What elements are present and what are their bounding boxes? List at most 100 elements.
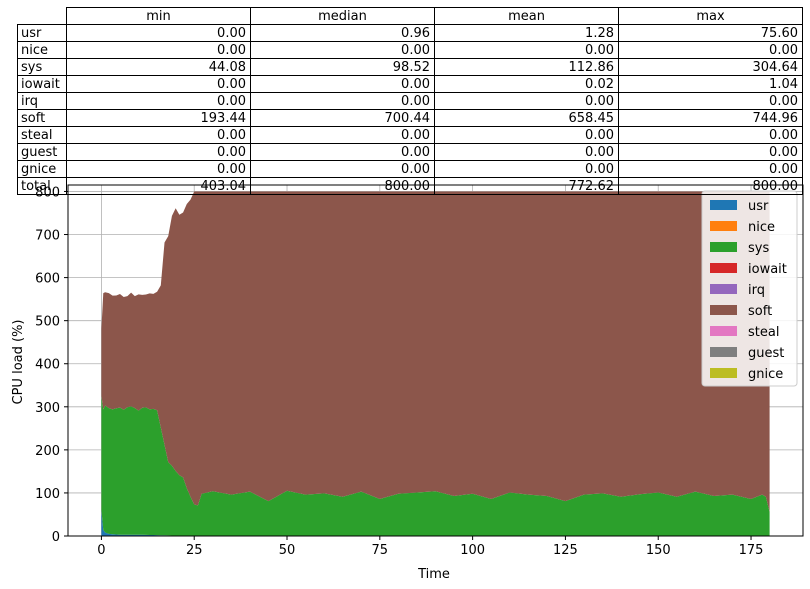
table-cell: 0.00 <box>618 126 803 144</box>
table-cell: 0.96 <box>250 24 435 42</box>
y-axis-label: CPU load (%) <box>11 320 26 405</box>
y-tick-label: 400 <box>35 358 60 373</box>
table-row: usr 0.00 0.96 1.28 75.60 <box>17 24 803 42</box>
stacked-areas <box>101 191 770 536</box>
table-cell: 98.52 <box>250 58 435 76</box>
legend-label-irq: irq <box>748 283 765 298</box>
table-row: nice 0.00 0.00 0.00 0.00 <box>17 41 803 59</box>
table-cell: 112.86 <box>434 58 619 76</box>
table-corner <box>18 8 67 25</box>
stats-table-header: min median mean max <box>18 7 803 25</box>
table-cell: 800.00 <box>618 177 803 195</box>
area-series-sys <box>101 396 770 536</box>
table-cell: 0.00 <box>66 143 251 161</box>
x-tick-label: 100 <box>460 543 485 558</box>
x-tick-label: 75 <box>372 543 389 558</box>
row-label-soft: soft <box>17 109 67 127</box>
row-label-usr: usr <box>17 24 67 42</box>
table-cell: 800.00 <box>250 177 435 195</box>
y-tick-label: 500 <box>35 315 60 330</box>
table-cell: 0.00 <box>66 41 251 59</box>
x-tick-label: 175 <box>739 543 764 558</box>
x-axis-label: Time <box>417 567 450 582</box>
row-label-nice: nice <box>17 41 67 59</box>
table-row: iowait 0.00 0.00 0.02 1.04 <box>17 75 803 93</box>
row-label-sys: sys <box>17 58 67 76</box>
legend-swatch-irq <box>710 284 737 294</box>
legend-label-steal: steal <box>748 325 779 340</box>
row-label-total: total <box>17 177 67 195</box>
y-tick-label: 100 <box>35 487 60 502</box>
legend-swatch-usr <box>710 200 737 210</box>
column-header-mean: mean <box>434 7 619 25</box>
y-tick-label: 200 <box>35 444 60 459</box>
row-label-steal: steal <box>17 126 67 144</box>
y-tick-label: 300 <box>35 401 60 416</box>
stats-table-body: usr 0.00 0.96 1.28 75.60 nice 0.00 0.00 0.00 0.00… <box>17 24 803 195</box>
legend-label-iowait: iowait <box>748 262 787 277</box>
legend-swatch-sys <box>710 242 737 252</box>
legend-swatch-iowait <box>710 263 737 273</box>
x-tick-label: 25 <box>186 543 203 558</box>
table-cell: 0.00 <box>66 160 251 178</box>
legend-label-nice: nice <box>748 220 775 235</box>
legend-swatch-steal <box>710 326 737 336</box>
table-cell: 1.28 <box>434 24 619 42</box>
y-tick-label: 0 <box>52 530 60 545</box>
column-header-min: min <box>66 7 251 25</box>
table-cell: 744.96 <box>618 109 803 127</box>
legend-swatch-nice <box>710 221 737 231</box>
table-row: guest 0.00 0.00 0.00 0.00 <box>17 143 803 161</box>
row-label-gnice: gnice <box>17 160 67 178</box>
x-tick-label: 150 <box>646 543 671 558</box>
table-cell: 0.00 <box>434 126 619 144</box>
table-cell: 75.60 <box>618 24 803 42</box>
legend-label-gnice: gnice <box>748 367 783 382</box>
area-series-soft <box>101 191 770 512</box>
x-tick-label: 50 <box>279 543 296 558</box>
table-cell: 193.44 <box>66 109 251 127</box>
table-cell: 0.00 <box>250 41 435 59</box>
table-cell: 0.00 <box>66 126 251 144</box>
x-axis-ticks: 0 25 50 75 100 125 150 175 <box>97 536 763 558</box>
legend-label-sys: sys <box>748 241 769 256</box>
table-row: gnice 0.00 0.00 0.00 0.00 <box>17 160 803 178</box>
table-cell: 304.64 <box>618 58 803 76</box>
legend-label-soft: soft <box>748 304 772 319</box>
table-row: total 403.04 800.00 772.62 800.00 <box>17 177 803 195</box>
table-cell: 1.04 <box>618 75 803 93</box>
column-header-max: max <box>618 7 803 25</box>
row-label-irq: irq <box>17 92 67 110</box>
table-row: irq 0.00 0.00 0.00 0.00 <box>17 92 803 110</box>
table-cell: 0.00 <box>434 143 619 161</box>
table-cell: 0.00 <box>250 126 435 144</box>
legend-swatch-gnice <box>710 368 737 378</box>
stats-table: min median mean max usr 0.00 0.96 1.28 75.60 nic… <box>17 7 803 195</box>
table-cell: 0.00 <box>618 160 803 178</box>
table-cell: 0.00 <box>250 143 435 161</box>
legend-label-usr: usr <box>748 199 769 214</box>
table-cell: 700.44 <box>250 109 435 127</box>
table-cell: 772.62 <box>434 177 619 195</box>
table-cell: 0.00 <box>66 92 251 110</box>
x-tick-label: 125 <box>553 543 578 558</box>
x-tick-label: 0 <box>97 543 105 558</box>
table-cell: 0.00 <box>618 41 803 59</box>
table-cell: 0.00 <box>250 160 435 178</box>
legend-label-guest: guest <box>748 346 784 361</box>
y-tick-label: 600 <box>35 272 60 287</box>
table-cell: 0.00 <box>66 75 251 93</box>
table-cell: 0.00 <box>250 92 435 110</box>
column-header-median: median <box>250 7 435 25</box>
table-cell: 0.00 <box>250 75 435 93</box>
legend-swatch-guest <box>710 347 737 357</box>
row-label-guest: guest <box>17 143 67 161</box>
table-cell: 0.00 <box>434 160 619 178</box>
legend: usr nice sys iowait irq soft steal guest gnice <box>701 190 798 387</box>
y-tick-label: 700 <box>35 229 60 244</box>
table-cell: 44.08 <box>66 58 251 76</box>
table-cell: 0.00 <box>434 92 619 110</box>
table-row: sys 44.08 98.52 112.86 304.64 <box>17 58 803 76</box>
